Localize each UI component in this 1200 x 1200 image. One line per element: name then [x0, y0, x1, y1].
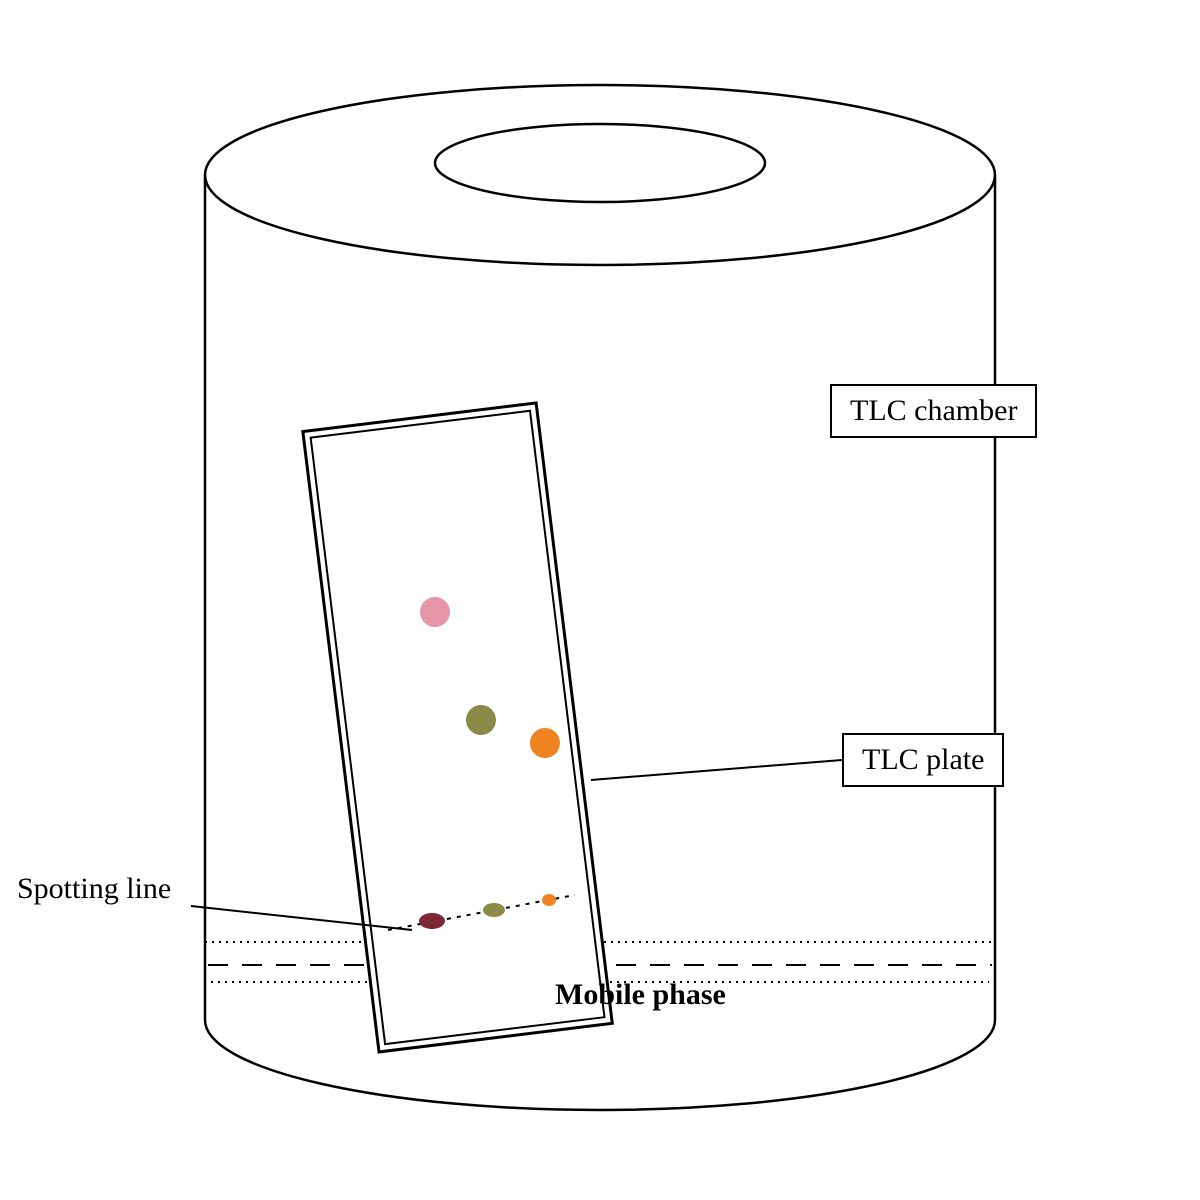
label-tlc-chamber: TLC chamber: [830, 384, 1037, 438]
label-spotting-line: Spotting line: [17, 872, 171, 906]
cylinder-bottom-arc: [205, 1020, 995, 1110]
label-tlc-chamber-text: TLC chamber: [850, 394, 1017, 427]
label-spotting-line-text: Spotting line: [17, 872, 171, 905]
baseline-spot-olive: [483, 903, 505, 917]
spot-olive: [466, 705, 496, 735]
tlc-plate-outer: [303, 403, 612, 1052]
baseline-spot-orange: [542, 894, 556, 906]
baseline-spot-red: [419, 913, 445, 929]
cylinder-top-outer: [205, 85, 995, 265]
tlc-diagram: TLC chamber TLC plate Spotting line Mobi…: [0, 0, 1200, 1200]
label-tlc-plate: TLC plate: [842, 733, 1004, 787]
spot-orange: [530, 728, 560, 758]
diagram-svg: [0, 0, 1200, 1200]
label-mobile-phase-text: Mobile phase: [555, 978, 726, 1011]
spot-pink: [420, 597, 450, 627]
label-mobile-phase: Mobile phase: [555, 978, 726, 1012]
cylinder-top-inner: [435, 124, 765, 202]
label-tlc-plate-text: TLC plate: [862, 743, 984, 776]
tlc-plate-group: [303, 403, 612, 1052]
leader-tlc-plate: [591, 760, 842, 780]
